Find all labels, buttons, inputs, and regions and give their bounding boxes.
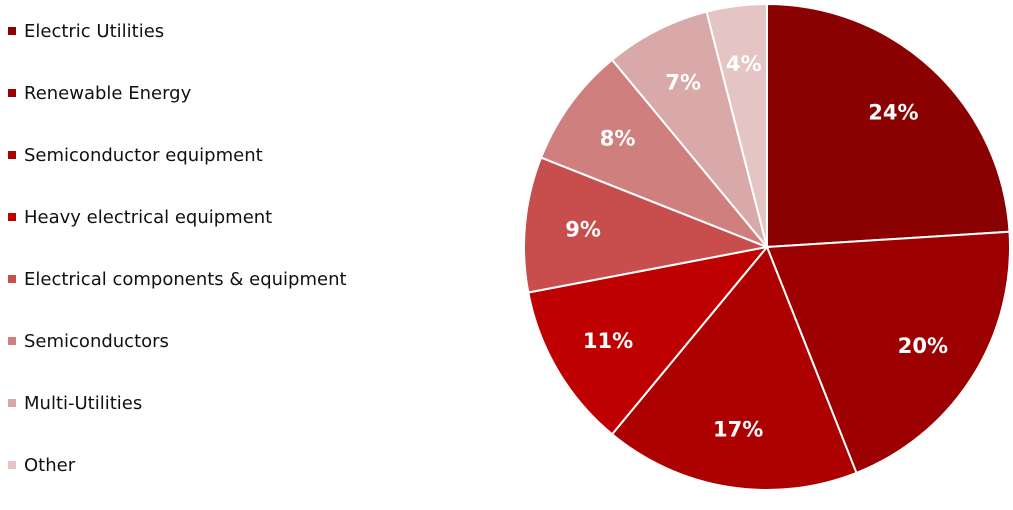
legend-label: Semiconductors (24, 330, 169, 352)
legend-item: Semiconductors (8, 324, 438, 358)
legend-item: Heavy electrical equipment (8, 200, 438, 234)
legend-item: Electric Utilities (8, 14, 438, 48)
chart-legend: Electric Utilities Renewable Energy Semico… (8, 14, 438, 510)
slice-data-label: 7% (665, 70, 701, 94)
legend-item: Renewable Energy (8, 76, 438, 110)
legend-swatch (8, 399, 16, 407)
pie-slice (539, 58, 768, 248)
legend-swatch (8, 213, 16, 221)
pie-slice (610, 245, 858, 491)
pie-chart: 24% 20% 17% 11% 9% 8% 7% 4% (523, 2, 1011, 491)
legend-item: Electrical components & equipment (8, 262, 438, 296)
slice-data-label: 20% (898, 334, 948, 358)
legend-swatch (8, 27, 16, 35)
pie-slice (766, 2, 1011, 249)
slice-data-label: 4% (726, 52, 762, 76)
legend-label: Heavy electrical equipment (24, 206, 273, 228)
legend-swatch (8, 275, 16, 283)
pie-slice (523, 156, 771, 294)
legend-swatch (8, 337, 16, 345)
legend-swatch (8, 461, 16, 469)
legend-swatch (8, 89, 16, 97)
legend-label: Renewable Energy (24, 82, 192, 104)
legend-item: Other (8, 448, 438, 482)
pie-slice (765, 230, 1011, 475)
legend-label: Electric Utilities (24, 20, 165, 42)
slice-data-label: 9% (565, 218, 601, 242)
legend-item: Multi-Utilities (8, 386, 438, 420)
legend-swatch (8, 151, 16, 159)
slice-data-label: 17% (713, 417, 763, 441)
pie-slice (610, 10, 768, 248)
pie-slice (527, 245, 770, 436)
slice-data-label: 24% (868, 100, 918, 124)
slice-data-label: 8% (600, 126, 636, 150)
legend-label: Other (24, 454, 76, 476)
slice-data-label: 11% (583, 329, 633, 353)
legend-label: Multi-Utilities (24, 392, 143, 414)
pie-slice (705, 2, 768, 248)
legend-label: Electrical components & equipment (24, 268, 347, 290)
legend-item: Semiconductor equipment (8, 138, 438, 172)
legend-label: Semiconductor equipment (24, 144, 263, 166)
